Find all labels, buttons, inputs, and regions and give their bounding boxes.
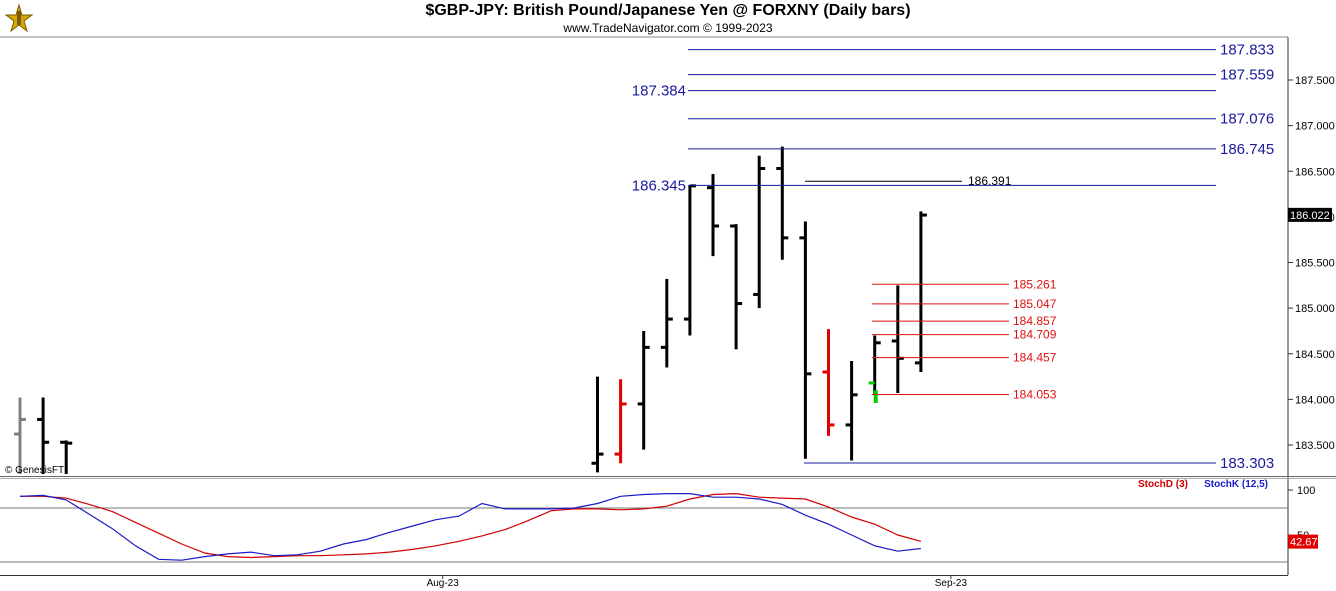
- price-y-axis: 183.500 184.000 184.500 185.000 185.500 186.0…: [1288, 75, 1335, 452]
- fib-label-red: 184.053: [1013, 388, 1057, 402]
- y-tick-label: 184.000: [1295, 394, 1335, 406]
- price-bar: [822, 329, 835, 436]
- last-price-box: [1288, 207, 1332, 222]
- y-tick-label: 185.000: [1295, 303, 1335, 315]
- marker-line-label: 186.391: [968, 174, 1012, 188]
- price-bars: [14, 146, 927, 474]
- fib-label-red: 185.261: [1013, 277, 1057, 291]
- x-tick-label: Aug-23: [427, 578, 460, 589]
- price-bar: [799, 221, 812, 459]
- stoch-y-tick-label: 100: [1297, 485, 1315, 497]
- fib-label-red: 184.457: [1013, 351, 1057, 365]
- y-tick-label: 183.500: [1295, 440, 1335, 452]
- price-bar: [730, 224, 743, 350]
- price-bar: [591, 376, 604, 473]
- stochastics-panel: 10050StochD (3)StochK (12,5)42.67: [0, 479, 1318, 563]
- x-tick-label: Sep-23: [935, 578, 968, 589]
- price-bar: [914, 211, 927, 372]
- legend-stoch-k: StochK (12,5): [1204, 479, 1268, 490]
- fib-label-blue: 187.833: [1220, 42, 1274, 59]
- y-tick-label: 187.000: [1295, 121, 1335, 133]
- price-bar: [868, 335, 881, 404]
- y-tick-label: 187.500: [1295, 75, 1335, 87]
- fib-label-red: 184.709: [1013, 328, 1057, 342]
- stoch-last-value-box: [1288, 534, 1318, 549]
- fib-label-blue: 186.345: [632, 177, 686, 194]
- price-bar: [891, 285, 904, 393]
- fib-label-blue: 187.076: [1220, 111, 1274, 128]
- y-tick-label: 184.500: [1295, 349, 1335, 361]
- fib-label-blue: 183.303: [1220, 455, 1274, 472]
- chart-header: $GBP-JPY: British Pound/Japanese Yen @ F…: [0, 0, 1336, 37]
- y-tick-label: 185.500: [1295, 258, 1335, 270]
- fib-label-blue: 187.559: [1220, 67, 1274, 84]
- fib-label-red: 184.857: [1013, 314, 1057, 328]
- price-bar: [614, 379, 627, 464]
- price-bar: [60, 440, 73, 474]
- stoch-last-value-label: 42.67: [1290, 537, 1318, 549]
- last-price-label: 186.022: [1290, 210, 1330, 222]
- price-bar: [845, 361, 858, 461]
- y-tick-label: 186.500: [1295, 166, 1335, 178]
- price-bar: [37, 397, 50, 474]
- legend-stoch-d: StochD (3): [1138, 479, 1188, 490]
- fib-label-blue: 186.745: [1220, 141, 1274, 158]
- chart-subtitle: www.TradeNavigator.com © 1999-2023: [563, 21, 773, 35]
- price-bar: [660, 278, 673, 368]
- price-bar: [707, 173, 719, 257]
- chart-title: $GBP-JPY: British Pound/Japanese Yen @ F…: [425, 2, 911, 19]
- price-bar: [637, 330, 650, 450]
- genesis-watermark: © GenesisFT: [5, 465, 64, 476]
- stoch-series-line: [19, 493, 921, 561]
- stoch-series-line: [20, 492, 922, 559]
- trade-navigator-logo-icon: [4, 3, 34, 33]
- price-bar: [14, 397, 26, 474]
- date-x-axis: Aug-23 Sep-23: [427, 575, 968, 589]
- fib-label-red: 185.047: [1013, 297, 1057, 311]
- price-bar: [753, 155, 766, 309]
- fibonacci-levels: 187.833 187.559 187.384 187.076 186.745 186.3…: [632, 42, 1274, 472]
- fib-label-blue: 187.384: [632, 83, 686, 100]
- price-bar: [776, 146, 789, 260]
